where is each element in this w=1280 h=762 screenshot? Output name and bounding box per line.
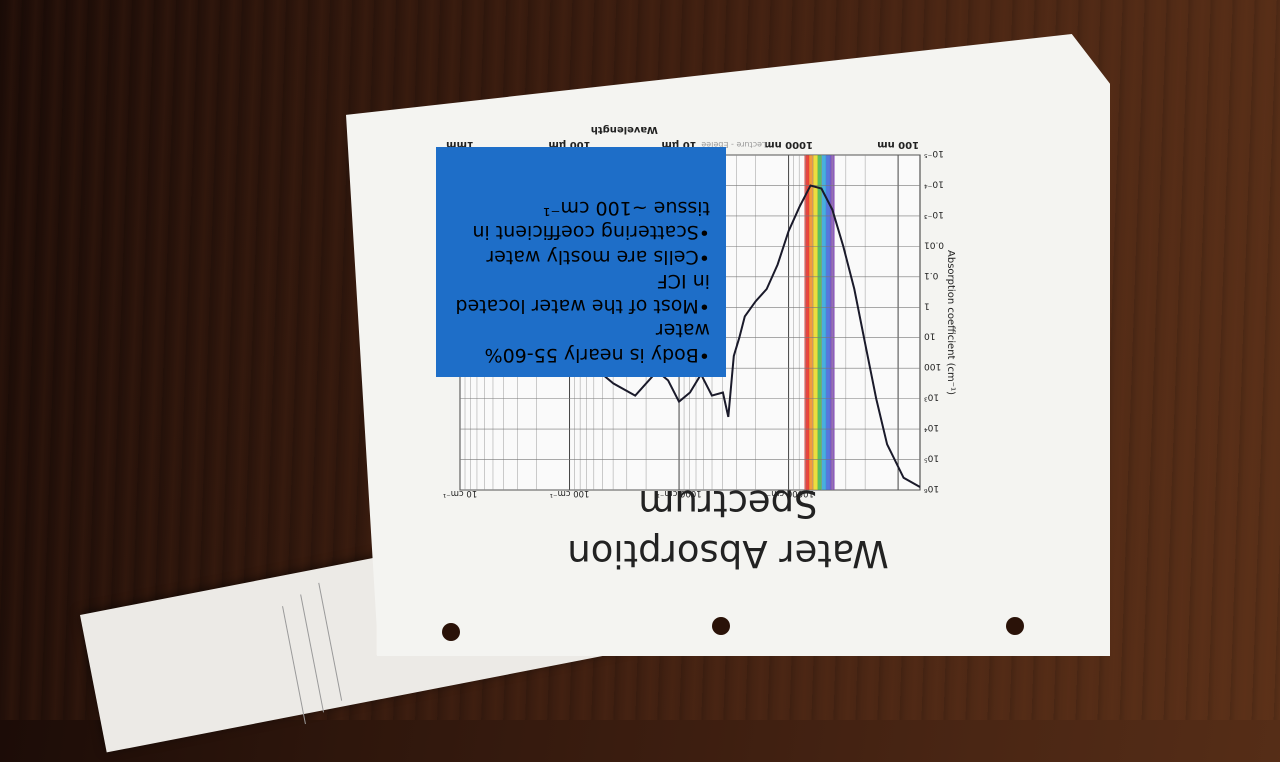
y-tick-label: 10 xyxy=(924,331,936,341)
visible-spectrum-band xyxy=(825,155,831,490)
bullet-line: •Scattering coefficient in xyxy=(472,221,710,244)
visible-spectrum-band xyxy=(808,155,814,490)
visible-spectrum-band xyxy=(812,155,818,490)
text-box: •Body is nearly 55-60% water •Most of th… xyxy=(436,147,726,377)
visible-spectrum-band xyxy=(821,155,827,490)
y-axis-label: Absorption coefficient (cm⁻¹) xyxy=(945,250,956,395)
visible-spectrum-band xyxy=(817,155,822,490)
y-tick-label: 1 xyxy=(924,300,930,310)
wavenumber-label: 10000 cm⁻¹ xyxy=(763,488,814,498)
visible-spectrum-band xyxy=(804,155,810,490)
y-tick-label: 10⁴ xyxy=(924,422,939,432)
wavelength-label: 1mm xyxy=(446,139,474,150)
bullet-line: tissue ~100 cm⁻¹ xyxy=(542,197,710,219)
wavelength-label: 10 µm xyxy=(661,139,696,150)
punch-hole xyxy=(712,617,730,635)
bullet-line: in ICF xyxy=(656,270,710,293)
bullet-line: •Cells are mostly water xyxy=(486,246,710,268)
wavenumber-label: 1000 cm⁻¹ xyxy=(656,488,701,498)
y-tick-label: 10⁶ xyxy=(924,483,939,493)
wavenumber-label: 100 cm⁻¹ xyxy=(550,488,590,498)
wavelength-label: 1000 nm xyxy=(764,139,813,150)
punch-hole xyxy=(1006,617,1024,635)
y-tick-label: 10³ xyxy=(924,392,939,402)
y-tick-label: 0.01 xyxy=(924,239,944,249)
bullet-line: •Body is nearly 55-60% xyxy=(484,344,710,366)
slide-title: Water Absorption Spectrum xyxy=(567,482,889,575)
y-tick-label: 10⁵ xyxy=(924,453,939,463)
watermark-text: Lecture - Ebelee xyxy=(701,140,766,149)
wavenumber-label: 10 cm⁻¹ xyxy=(443,488,477,498)
bullet-line: water xyxy=(655,319,710,342)
wavelength-label: 100 nm xyxy=(877,139,919,150)
bullet-line: •Most of the water located xyxy=(455,295,710,317)
wavelength-label: 100 µm xyxy=(548,139,590,150)
x-axis-label: Wavelength xyxy=(591,124,658,135)
y-tick-label: 10⁻⁴ xyxy=(924,178,944,188)
y-tick-label: 10⁻⁵ xyxy=(924,148,944,158)
punch-hole xyxy=(442,623,460,641)
y-tick-label: 100 xyxy=(924,361,941,371)
y-tick-label: 10⁻³ xyxy=(924,209,944,219)
y-tick-label: 0.1 xyxy=(924,270,938,280)
